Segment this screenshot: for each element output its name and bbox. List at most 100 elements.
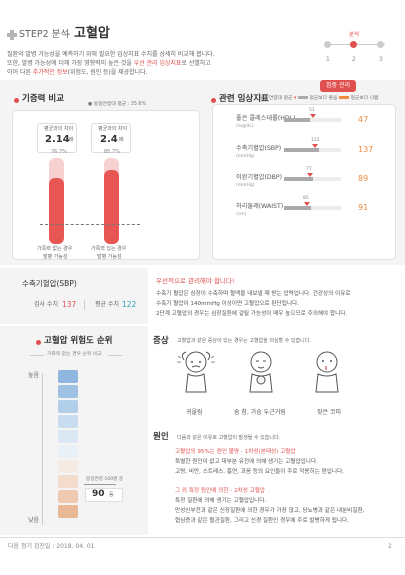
sbp-desc-1: 수축기 혈압은 심장이 수축하며 혈액을 내보낼 때 받는 압력입니다. 건강상… xyxy=(156,291,351,297)
progress-step-2[interactable] xyxy=(350,41,357,48)
indicators-card xyxy=(212,104,396,260)
symptoms-title: 증상 xyxy=(153,336,169,346)
intro-line-2: 또한, 발병 가능성에 더해 가장 영향력이 높은 것을 우선 관리 임상지표로… xyxy=(7,60,211,67)
symptom-label-2: 숨 참, 가슴 두근거림 xyxy=(234,409,286,416)
indicator-avg-value: 122 xyxy=(311,138,320,143)
rank-block xyxy=(58,475,78,488)
indicators-title-dot xyxy=(211,98,216,103)
intro-highlight: 우선 관리 임상지표 xyxy=(133,60,182,67)
cause-1-title: 고혈압의 95%는 원인 불명 - 1차성(본태성) 고혈압 xyxy=(175,449,296,455)
indicator-value: 137 xyxy=(358,145,374,154)
rank-block xyxy=(58,505,78,518)
indicator-track xyxy=(284,118,341,122)
indicator-avg-marker xyxy=(304,202,310,206)
intro-line-3: 이어 다른 추가적인 정보(위험도, 원인 등)을 제공합니다. xyxy=(7,69,148,76)
tinnitus-icon xyxy=(177,351,215,393)
ratio-right-bottom-2: 발병 가능성 xyxy=(97,254,122,260)
ratio-left-caption: 평균과의 차이 xyxy=(44,126,74,132)
indicator-value: 91 xyxy=(358,203,369,212)
risk-bottom-label: 낮음 xyxy=(28,517,40,524)
risk-subtitle: 가족력 없는 경우 순위 비교 xyxy=(47,352,102,357)
indicator-label: 허리둘레(WAIST) xyxy=(236,203,284,210)
rank-block xyxy=(58,430,78,443)
page-number: 2 xyxy=(388,543,392,550)
legend-better: 평균보다 좋음 xyxy=(309,96,338,101)
rank-block xyxy=(58,400,78,413)
ratio-left-bar xyxy=(49,178,64,244)
indicator-value: 89 xyxy=(358,174,369,183)
plus-icon xyxy=(7,30,17,40)
indicators-title: 관련 임상지표 xyxy=(219,94,269,104)
chest-palpitation-icon xyxy=(249,351,273,393)
indicator-avg-marker xyxy=(307,173,313,177)
sbp-test-label: 검사 수치 xyxy=(34,301,58,308)
intro-line-3-a: 이어 다른 xyxy=(7,69,31,76)
indicator-avg-value: 77 xyxy=(306,167,312,172)
sbp-section: 수축기혈압(SBP) 검사 수치 137 평균 수치 122 우선적으로 관리해… xyxy=(0,268,405,324)
legend-avg: 동일연령대 평균 xyxy=(260,96,293,101)
rank-block xyxy=(58,445,78,458)
ratio-left-box xyxy=(37,123,77,153)
cause-title: 원인 xyxy=(153,432,169,442)
ratio-right-bottom-1: 가족력 있는 경우 xyxy=(91,246,127,252)
rank-block xyxy=(58,415,78,428)
progress-num-3: 3 xyxy=(379,56,383,63)
sbp-divider xyxy=(84,300,85,310)
ratio-title-dot xyxy=(14,98,19,103)
intro-line-1: 질환의 발병 가능성을 예측하기 위해 필요한 임상지표 수치를 상세히 비교해… xyxy=(7,51,215,58)
cause-desc: 다음과 같은 이유로 고혈압이 발생될 수 있습니다. xyxy=(177,435,281,441)
indicator-track xyxy=(284,206,341,210)
intro-line-2-text: 또한, 발병 가능성에 더해 가장 영향력이 높은 것을 우선 관리 임상지표로… xyxy=(7,60,211,67)
average-dashed-line xyxy=(40,224,140,225)
indicator-label: 이완기혈압(DBP) xyxy=(236,174,283,181)
symptoms-desc: 고혈압과 같은 증상이 있는 경우는 고혈압을 의심할 수 있습니다. xyxy=(177,338,311,344)
intro-link[interactable]: 추가적인 정보 xyxy=(32,69,68,76)
sbp-desc-3: 2단계 고혈압의 경우는 심장질환에 걸릴 가능성이 매우 높으므로 주의해야 … xyxy=(156,311,348,317)
rank-block xyxy=(58,385,78,398)
progress-step-3[interactable] xyxy=(377,41,384,48)
progress-label: 분석 xyxy=(349,32,360,38)
indicator-value: 47 xyxy=(358,115,369,124)
progress-num-1: 1 xyxy=(326,56,330,63)
risk-subtitle-line-left xyxy=(30,355,44,356)
ratio-left-bottom-2: 발병 가능성 xyxy=(43,254,68,260)
progress-step-1[interactable] xyxy=(324,41,331,48)
page-title: 고혈압 xyxy=(74,26,110,41)
indicator-fill xyxy=(284,206,311,210)
indicators-legend: 동일연령대 평균 ▾ 평균보다 좋음 평균보다 나쁨 xyxy=(260,96,379,101)
indicator-avg-value: 85 xyxy=(303,196,309,201)
rank-block xyxy=(58,460,78,473)
rank-block xyxy=(58,370,78,383)
ratio-right-box xyxy=(91,123,131,153)
risk-subtitle-line-right xyxy=(108,355,122,356)
cause-2-title: 그 외 특정 원인에 의한 - 2차성 고혈압 xyxy=(175,488,266,494)
priority-badge[interactable]: 집중 관리 xyxy=(320,80,356,92)
indicator-label: 수축기혈압(SBP) xyxy=(236,145,282,152)
intro-line-3-b: (위험도, 원인 등)을 제공합니다. xyxy=(67,69,148,76)
sbp-avg-label: 평균 수치 xyxy=(95,301,119,308)
cause-2-line-1: 특정 질환에 의해 생기는 고혈압입니다. xyxy=(175,498,267,504)
ratio-right-bar xyxy=(104,170,119,244)
cause-2-line-3: 협심증과 같은 혈관질환, 그리고 신경 질환인 경우에 주로 발병하게 됩니다… xyxy=(175,518,349,524)
risk-top-label: 높음 xyxy=(28,372,40,379)
cause-1-line-1: 특별한 원인이 없고 대부분 유전에 의해 생기는 고혈압입니다. xyxy=(175,459,318,465)
cause-1-line-2: 고령, 비만, 스트레스, 흡연, 과음 등의 요인들이 주로 작용하는 편입니… xyxy=(175,469,344,475)
legend-better-swatch xyxy=(297,96,308,99)
footer-divider xyxy=(0,537,405,538)
risk-title-dot xyxy=(36,340,41,345)
indicator-avg-value: 51 xyxy=(309,108,315,113)
risk-axis xyxy=(42,373,43,525)
symptom-label-3: 잦은 코피 xyxy=(317,409,341,416)
sbp-left-panel xyxy=(0,268,148,324)
risk-title: 고혈압 위험도 순위 xyxy=(44,336,113,346)
sbp-title: 수축기혈압(SBP) xyxy=(22,279,77,288)
progress-num-2: 2 xyxy=(352,56,356,63)
legend-worse: 평균보다 나쁨 xyxy=(350,96,379,101)
symptom-label-1: 귀울림 xyxy=(186,409,203,416)
ratio-left-unit: 배 xyxy=(69,137,74,143)
ratio-right-value: 2.4 xyxy=(100,134,118,145)
rank-value-box xyxy=(85,488,123,502)
ratio-right-percent: 85.7% xyxy=(104,149,120,155)
indicator-unit: (mmHg) xyxy=(236,183,255,188)
sbp-warning: 우선적으로 관리해야 합니다! xyxy=(156,277,235,285)
